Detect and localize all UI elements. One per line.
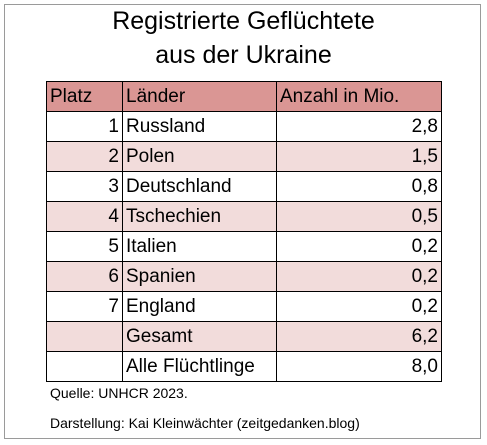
country-cell: Spanien: [122, 261, 277, 292]
rank-cell: 5: [46, 231, 123, 262]
rank-cell: 4: [46, 201, 123, 232]
value-cell: 8,0: [276, 351, 442, 382]
table-header-row: Platz Länder Anzahl in Mio.: [46, 81, 442, 112]
table-row: 1 Russland 2,8: [46, 111, 442, 142]
rank-cell: [46, 351, 123, 382]
table-row: 2 Polen 1,5: [46, 141, 442, 172]
country-cell: Italien: [122, 231, 277, 262]
country-cell: Polen: [122, 141, 277, 172]
value-cell: 1,5: [276, 141, 442, 172]
table-row: 7 England 0,2: [46, 291, 442, 322]
value-cell: 0,2: [276, 291, 442, 322]
header-laender: Länder: [122, 81, 277, 112]
country-cell: Russland: [122, 111, 277, 142]
chart-title-line-1: Registrierte Geflüchtete: [112, 7, 375, 35]
refugee-table: Platz Länder Anzahl in Mio. 1 Russland 2,8…: [46, 81, 442, 382]
value-cell: 0,5: [276, 201, 442, 232]
rank-cell: 1: [46, 111, 123, 142]
value-cell: 6,2: [276, 321, 442, 352]
country-cell: Gesamt: [122, 321, 277, 352]
table-row: 3 Deutschland 0,8: [46, 171, 442, 202]
value-cell: 0,8: [276, 171, 442, 202]
country-cell: Deutschland: [122, 171, 277, 202]
header-anzahl: Anzahl in Mio.: [276, 81, 442, 112]
rank-cell: 3: [46, 171, 123, 202]
value-cell: 0,2: [276, 261, 442, 292]
table-row: 6 Spanien 0,2: [46, 261, 442, 292]
chart-title-line-2: aus der Ukraine: [155, 41, 332, 69]
source-note: Quelle: UNHCR 2023.: [50, 385, 188, 401]
rank-cell: 2: [46, 141, 123, 172]
country-cell: Tschechien: [122, 201, 277, 232]
rank-cell: [46, 321, 123, 352]
table-row: Alle Flüchtlinge 8,0: [46, 351, 442, 382]
rank-cell: 7: [46, 291, 123, 322]
value-cell: 2,8: [276, 111, 442, 142]
country-cell: Alle Flüchtlinge: [122, 351, 277, 382]
table-row: Gesamt 6,2: [46, 321, 442, 352]
table-row: 4 Tschechien 0,5: [46, 201, 442, 232]
value-cell: 0,2: [276, 231, 442, 262]
country-cell: England: [122, 291, 277, 322]
table-row: 5 Italien 0,2: [46, 231, 442, 262]
chart-title: Registrierte Geflüchtete aus der Ukraine: [0, 4, 487, 72]
header-platz: Platz: [46, 81, 123, 112]
credit-note: Darstellung: Kai Kleinwächter (zeitgedan…: [50, 415, 360, 431]
table-body: 1 Russland 2,8 2 Polen 1,5 3 Deutschland 0,8 4 Tsc…: [46, 111, 442, 382]
rank-cell: 6: [46, 261, 123, 292]
